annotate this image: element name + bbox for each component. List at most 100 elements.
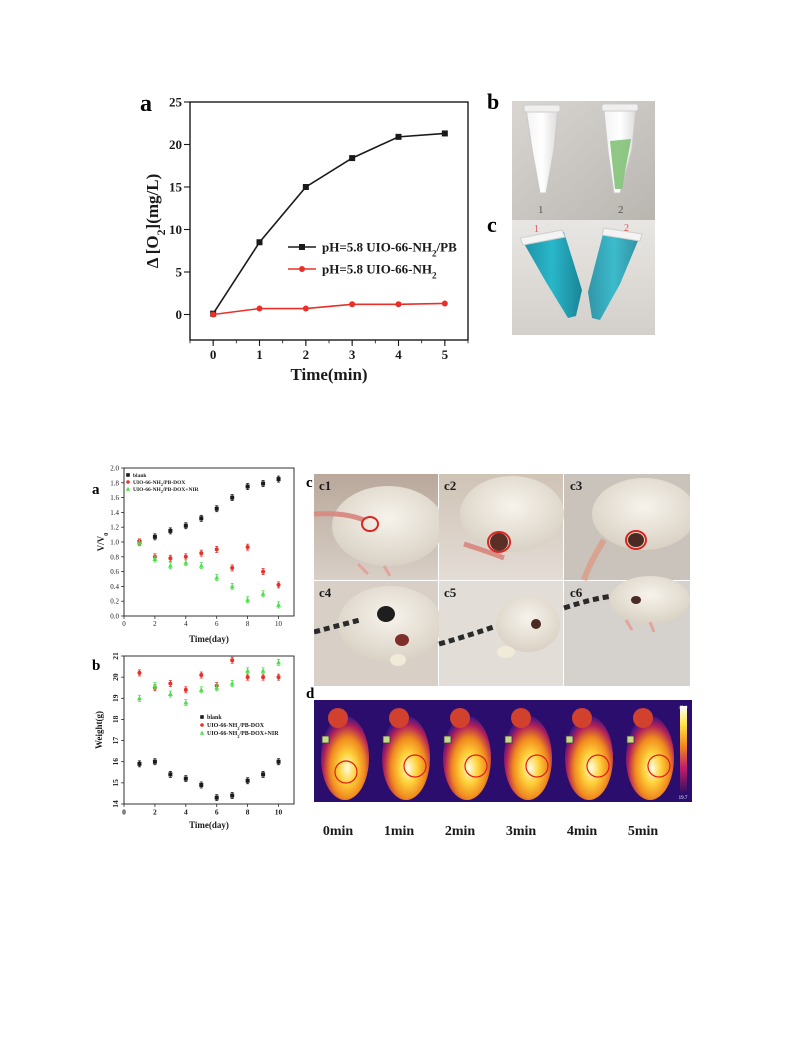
data-point <box>183 560 189 565</box>
tumor-circle <box>647 754 671 778</box>
reference-marker <box>382 735 391 744</box>
thermal-time-label: 4min <box>567 824 598 839</box>
data-point <box>260 668 266 673</box>
legend-label: blank <box>207 715 222 721</box>
series-0 <box>210 130 448 317</box>
reference-marker <box>443 735 452 744</box>
data-point <box>152 556 158 562</box>
legend-marker <box>299 244 305 250</box>
data-point <box>214 795 219 800</box>
legend-label: pH=5.8 UIO-66-NH2 <box>322 262 437 281</box>
series-1 <box>137 538 281 589</box>
y-tick-label: 15 <box>111 779 120 787</box>
tumor-volume-chart: a 0 2 4 6 8 10 0.0 0.2 0.4 0.6 0.8 1.0 1.2 1.4 1.6 1.8 2… <box>92 464 295 644</box>
data-point <box>302 184 309 190</box>
data-point <box>276 602 281 607</box>
data-point <box>230 495 235 500</box>
data-point <box>214 506 219 511</box>
data-point <box>229 680 235 686</box>
mouse-photo-c6: c6 <box>563 576 690 686</box>
panel-letter-d: d <box>306 686 315 702</box>
mouse-photo-c4: c4 <box>314 581 442 686</box>
y-tick-label: 20 <box>169 137 182 152</box>
legend-marker <box>126 480 130 484</box>
y-tick-label: 10 <box>169 222 182 237</box>
y-axis-label: Weight(g) <box>94 711 104 749</box>
data-point <box>302 305 309 312</box>
data-point <box>349 155 356 162</box>
data-point <box>167 691 173 697</box>
legend-marker <box>126 473 130 477</box>
mouse-photo-grid: c1 c2 c3 c4 c5 c6 <box>314 474 690 686</box>
reference-marker <box>321 735 330 744</box>
thermal-frame <box>321 708 369 800</box>
data-point <box>137 540 142 545</box>
mouse-heat-body <box>321 716 369 800</box>
data-point <box>261 481 266 486</box>
data-point <box>261 772 266 777</box>
data-point <box>198 687 204 692</box>
tube-label: 2 <box>624 223 629 234</box>
legend-marker <box>125 486 131 491</box>
y-tick-label: 0.4 <box>110 583 119 591</box>
panel-letter-c: c <box>306 475 313 491</box>
y-tick-label: 0 <box>176 307 183 322</box>
x-tick-label: 2 <box>303 347 310 362</box>
y-tick-label: 1.0 <box>110 538 119 546</box>
thermal-time-label: 0min <box>323 824 354 839</box>
x-axis-label: Time(min) <box>290 365 367 384</box>
legend-marker <box>200 723 204 727</box>
x-tick-label: 2 <box>153 620 157 628</box>
legend-label: pH=5.8 UIO-66-NH2/PB <box>322 240 457 259</box>
data-point <box>261 675 266 680</box>
temperature-scale-bar <box>680 706 687 794</box>
legend: pH=5.8 UIO-66-NH2/PB pH=5.8 UIO-66-NH2 <box>288 240 457 281</box>
y-tick-label: 20 <box>111 673 120 681</box>
y-tick-label: 18 <box>111 715 120 723</box>
x-tick-label: 4 <box>184 620 188 628</box>
data-point <box>349 301 356 308</box>
plot-frame <box>123 655 295 805</box>
data-point <box>260 591 266 596</box>
data-point <box>199 673 204 678</box>
data-point <box>183 554 188 559</box>
thermal-time-label: 2min <box>445 824 476 839</box>
mouse-heat-body <box>504 716 552 800</box>
legend-marker <box>199 730 205 735</box>
thermal-image-strip: 45.0 19.7 0min 1min 2min 3min 4min 5min <box>314 700 692 839</box>
data-point <box>214 574 220 580</box>
data-point <box>137 670 142 675</box>
mouse-heat-head <box>328 708 348 728</box>
tube-2-blue <box>588 230 640 320</box>
data-point <box>183 776 188 781</box>
data-point <box>395 301 402 308</box>
legend-label: UIO-66-NH2/PB-DOX <box>207 723 265 731</box>
reference-marker <box>626 735 635 744</box>
thermal-time-label: 1min <box>384 824 415 839</box>
tube-label: 2 <box>618 204 624 216</box>
thermal-frame <box>504 708 552 800</box>
panel-letter-c: c <box>487 212 497 237</box>
y-axis-label: Δ [O2](mg/L) <box>143 174 168 269</box>
photo-label: c1 <box>319 478 331 493</box>
mouse-heat-body <box>443 716 491 800</box>
legend-label: UIO-66-NH2/PB-DOX+NIR <box>207 731 279 739</box>
y-tick-label: 1.2 <box>110 524 119 532</box>
legend-marker <box>200 715 204 719</box>
y-tick-label: 5 <box>176 265 183 280</box>
y-tick-label: 0.8 <box>110 553 119 561</box>
data-point <box>168 772 173 777</box>
data-point <box>214 685 220 690</box>
y-tick-label: 21 <box>111 652 120 660</box>
panel-letter-a: a <box>92 482 100 498</box>
x-tick-label: 6 <box>215 620 219 628</box>
data-point <box>245 597 251 602</box>
tubes-photo-c: 1 2 <box>512 220 655 335</box>
photo-label: c2 <box>444 478 456 493</box>
photo-label: c5 <box>444 585 457 600</box>
thermal-frame <box>382 708 430 800</box>
mouse-heat-body <box>565 716 613 800</box>
x-tick-label: 10 <box>275 620 283 628</box>
data-point <box>276 759 281 764</box>
x-tick-label: 4 <box>184 808 188 817</box>
